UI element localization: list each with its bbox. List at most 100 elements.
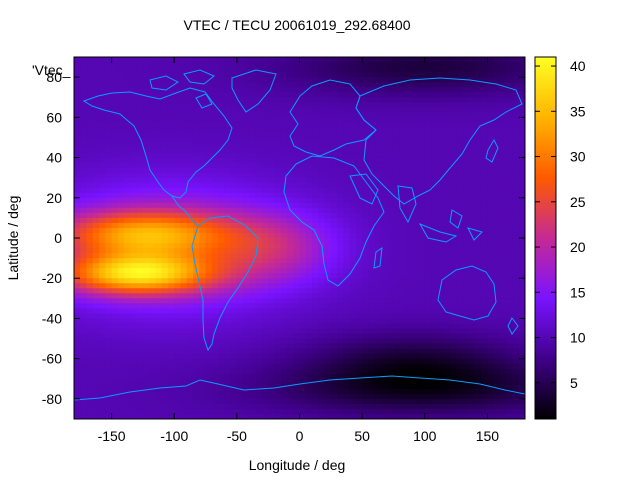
heatmap-cell (180, 308, 188, 315)
heatmap-cell (268, 222, 276, 229)
heatmap-cell (255, 82, 263, 88)
heatmap-cell (368, 107, 376, 113)
heatmap-cell (236, 217, 244, 224)
heatmap-cell (99, 353, 106, 360)
heatmap-cell (136, 248, 144, 254)
heatmap-cell (167, 308, 175, 315)
heatmap-cell (224, 202, 232, 209)
heatmap-cell (142, 207, 150, 214)
heatmap-cell (412, 378, 420, 385)
heatmap-cell (431, 142, 438, 149)
heatmap-cell (286, 358, 294, 365)
heatmap-cell (424, 343, 432, 350)
heatmap-cell (299, 313, 307, 320)
heatmap-cell (293, 167, 301, 174)
heatmap-cell (218, 393, 225, 400)
heatmap-cell (180, 398, 188, 405)
heatmap-cell (462, 117, 470, 123)
heatmap-cell (261, 263, 269, 269)
heatmap-cell (117, 162, 125, 169)
heatmap-cell (149, 393, 157, 400)
heatmap-cell (318, 172, 326, 179)
heatmap-cell (92, 263, 100, 269)
heatmap-cell (105, 67, 113, 73)
heatmap-cell (161, 368, 169, 375)
heatmap-cell (380, 72, 388, 78)
heatmap-cell (105, 268, 113, 274)
heatmap-cell (305, 293, 313, 299)
heatmap-cell (355, 288, 363, 294)
heatmap-cell (136, 238, 144, 244)
heatmap-cell (74, 403, 81, 410)
heatmap-cell (136, 102, 144, 108)
heatmap-cell (393, 363, 401, 370)
heatmap-cell (449, 278, 457, 284)
heatmap-cell (293, 222, 301, 229)
heatmap-cell (456, 132, 463, 139)
heatmap-cell (330, 258, 338, 264)
heatmap-cell (468, 323, 476, 330)
heatmap-cell (124, 107, 131, 113)
heatmap-cell (380, 398, 388, 405)
heatmap-cell (324, 378, 332, 385)
heatmap-cell (199, 132, 207, 139)
heatmap-cell (117, 288, 125, 294)
heatmap-cell (437, 77, 445, 83)
heatmap-cell (274, 222, 282, 229)
heatmap-cell (518, 122, 525, 128)
heatmap-cell (468, 107, 476, 113)
heatmap-cell (111, 162, 119, 169)
heatmap-cell (92, 353, 100, 360)
heatmap-cell (161, 353, 169, 360)
heatmap-cell (456, 217, 463, 224)
heatmap-cell (318, 137, 326, 144)
heatmap-cell (431, 107, 438, 113)
heatmap-cell (255, 258, 263, 264)
heatmap-cell (211, 142, 219, 149)
heatmap-cell (512, 338, 520, 345)
heatmap-cell (474, 107, 482, 113)
heatmap-cell (437, 333, 445, 340)
heatmap-cell (205, 363, 213, 370)
heatmap-cell (418, 232, 426, 239)
heatmap-cell (111, 338, 119, 345)
heatmap-cell (355, 263, 363, 269)
heatmap-cell (130, 172, 138, 179)
heatmap-cell (487, 393, 495, 400)
heatmap-cell (117, 393, 125, 400)
heatmap-cell (443, 358, 451, 365)
heatmap-cell (449, 373, 457, 380)
heatmap-cell (124, 353, 131, 360)
heatmap-cell (412, 238, 420, 244)
heatmap-cell (343, 253, 351, 259)
heatmap-cell (368, 232, 376, 239)
heatmap-cell (142, 117, 150, 123)
heatmap-cell (80, 348, 88, 355)
heatmap-cell (142, 177, 150, 184)
heatmap-cell (161, 388, 169, 395)
heatmap-cell (405, 353, 413, 360)
heatmap-cell (130, 273, 138, 279)
heatmap-cell (512, 162, 520, 169)
heatmap-cell (499, 268, 507, 274)
heatmap-cell (224, 313, 232, 320)
heatmap-cell (443, 182, 451, 189)
heatmap-cell (80, 363, 88, 370)
heatmap-cell (487, 368, 495, 375)
heatmap-cell (80, 293, 88, 299)
heatmap-cell (193, 368, 200, 375)
heatmap-cell (136, 378, 144, 385)
heatmap-cell (305, 278, 313, 284)
heatmap-cell (117, 378, 125, 385)
heatmap-cell (449, 212, 457, 219)
heatmap-cell (92, 298, 100, 304)
heatmap-cell (299, 393, 307, 400)
heatmap-cell (155, 368, 163, 375)
heatmap-cell (355, 227, 363, 234)
heatmap-cell (299, 117, 307, 123)
heatmap-cell (437, 248, 445, 254)
heatmap-cell (380, 243, 388, 249)
heatmap-cell (355, 197, 363, 204)
heatmap-cell (393, 323, 401, 330)
heatmap-cell (193, 127, 200, 134)
